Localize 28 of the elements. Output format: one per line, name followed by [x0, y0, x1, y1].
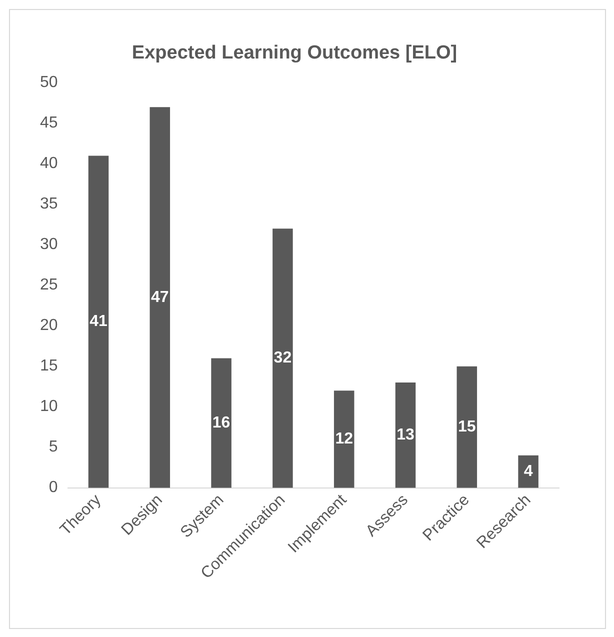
- data-label: 12: [335, 430, 354, 448]
- y-tick-label: 30: [40, 236, 58, 254]
- bar: [150, 107, 170, 488]
- chart-title: Expected Learning Outcomes [ELO]: [132, 42, 458, 64]
- data-label: 16: [212, 414, 230, 432]
- bar: [456, 366, 478, 488]
- y-tick-label: 25: [40, 276, 58, 294]
- data-label: 15: [458, 418, 476, 436]
- data-label: 4: [524, 463, 533, 480]
- y-tick-label: 15: [40, 358, 58, 375]
- bar: [518, 455, 538, 488]
- y-tick-label: 35: [40, 196, 58, 213]
- y-tick-label: 50: [40, 74, 58, 92]
- data-label: 32: [274, 350, 292, 367]
- data-label: 41: [90, 313, 108, 330]
- bar: [211, 358, 232, 488]
- bar: [395, 382, 416, 488]
- y-tick-label: 5: [48, 438, 58, 456]
- data-label: 47: [151, 288, 169, 306]
- data-label: 13: [396, 426, 414, 444]
- bar: [88, 156, 109, 488]
- bar: [272, 228, 293, 488]
- bar: [334, 390, 354, 488]
- y-tick-label: 0: [48, 479, 58, 496]
- y-tick-label: 10: [40, 398, 58, 416]
- y-tick-label: 40: [40, 155, 58, 172]
- y-tick-label: 20: [40, 317, 58, 334]
- y-tick-label: 45: [40, 114, 58, 132]
